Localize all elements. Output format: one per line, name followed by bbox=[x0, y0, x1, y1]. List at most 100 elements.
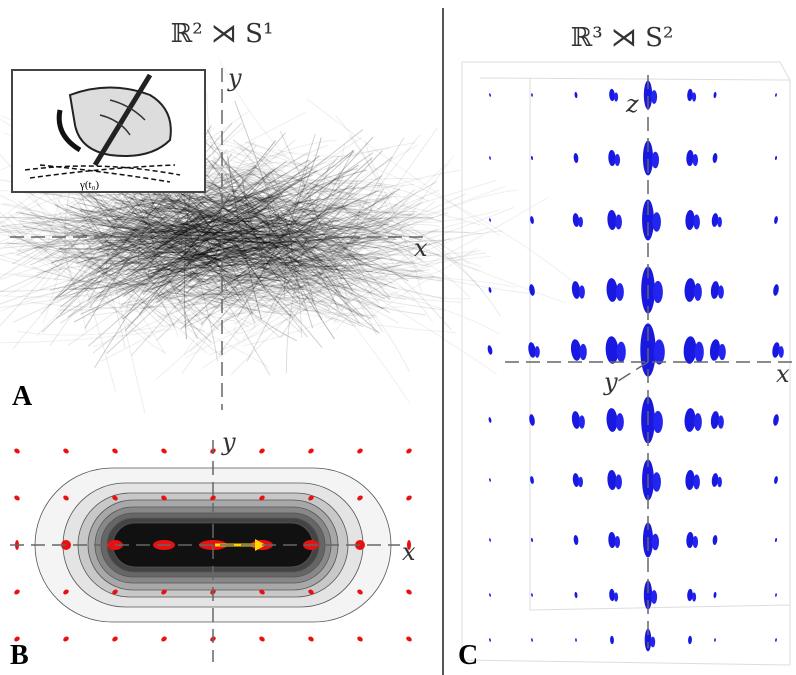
curve bbox=[218, 213, 411, 286]
curve bbox=[58, 247, 317, 268]
curve bbox=[134, 221, 364, 328]
curve bbox=[338, 144, 370, 226]
curve bbox=[166, 246, 324, 274]
curve bbox=[182, 185, 250, 201]
curve bbox=[0, 246, 232, 292]
curve bbox=[180, 276, 286, 291]
curve bbox=[206, 195, 307, 270]
curve bbox=[163, 129, 364, 287]
curve bbox=[177, 207, 267, 255]
curve bbox=[327, 257, 415, 301]
curve bbox=[0, 227, 224, 304]
curve bbox=[246, 175, 345, 362]
curve bbox=[106, 186, 253, 258]
curve bbox=[275, 217, 335, 235]
curve bbox=[94, 153, 233, 368]
curve bbox=[202, 216, 248, 243]
curve bbox=[272, 269, 326, 290]
curve bbox=[144, 186, 323, 349]
curve bbox=[109, 195, 218, 231]
curve bbox=[144, 254, 209, 270]
curve bbox=[131, 201, 267, 356]
curve bbox=[190, 267, 350, 288]
curve bbox=[219, 228, 439, 286]
curve bbox=[333, 269, 365, 324]
curve bbox=[257, 176, 348, 213]
glyph bbox=[14, 636, 20, 642]
curve bbox=[319, 271, 385, 329]
glyph-side bbox=[616, 341, 626, 363]
curve bbox=[252, 252, 399, 324]
curve bbox=[252, 237, 326, 256]
curve bbox=[82, 242, 167, 355]
curve bbox=[128, 195, 213, 252]
glyph bbox=[406, 636, 412, 642]
glyph-side bbox=[652, 472, 661, 492]
curve bbox=[128, 269, 315, 300]
curve bbox=[99, 227, 329, 308]
glyph-side bbox=[653, 339, 665, 365]
curve bbox=[207, 195, 379, 333]
curve bbox=[256, 191, 305, 210]
curve bbox=[0, 216, 239, 252]
curve bbox=[334, 207, 565, 304]
curve bbox=[377, 255, 491, 275]
panel-c bbox=[461, 61, 792, 666]
curve bbox=[208, 257, 395, 356]
curve bbox=[181, 240, 407, 300]
curve bbox=[334, 205, 470, 265]
curve bbox=[235, 244, 290, 291]
curve bbox=[231, 168, 406, 242]
glyph bbox=[489, 593, 491, 597]
curve bbox=[259, 190, 364, 271]
curve bbox=[241, 236, 357, 328]
curve bbox=[0, 228, 94, 260]
curve bbox=[217, 245, 341, 327]
glyph bbox=[357, 636, 363, 642]
curve bbox=[299, 253, 498, 375]
glyph bbox=[685, 210, 695, 230]
curve bbox=[182, 242, 354, 327]
curve bbox=[200, 190, 440, 256]
curve bbox=[23, 221, 92, 256]
curve bbox=[200, 198, 372, 233]
curve bbox=[187, 299, 234, 311]
curve bbox=[141, 247, 252, 282]
glyph bbox=[774, 476, 778, 484]
curve bbox=[71, 209, 314, 237]
curve bbox=[260, 235, 342, 270]
axis-label: y bbox=[227, 64, 242, 92]
curve bbox=[120, 247, 294, 305]
curve bbox=[149, 178, 271, 376]
glyph-side bbox=[717, 415, 724, 429]
glyph bbox=[488, 287, 492, 293]
curve bbox=[163, 196, 363, 262]
curve bbox=[256, 182, 371, 270]
curve bbox=[182, 306, 405, 317]
curve bbox=[251, 261, 416, 269]
curve bbox=[99, 195, 136, 217]
curve bbox=[317, 223, 400, 277]
glyph bbox=[489, 538, 491, 542]
curve bbox=[96, 249, 323, 278]
glyph bbox=[112, 589, 118, 595]
curve bbox=[411, 209, 501, 223]
curve bbox=[139, 203, 359, 316]
curve bbox=[127, 210, 256, 325]
curve bbox=[359, 261, 425, 273]
curve bbox=[206, 150, 355, 286]
curve bbox=[69, 222, 316, 290]
curve bbox=[178, 181, 239, 214]
curve bbox=[0, 240, 131, 281]
curve bbox=[311, 222, 470, 233]
curve bbox=[280, 212, 416, 233]
glyph bbox=[259, 495, 265, 501]
axis-label: y bbox=[603, 368, 618, 396]
curve bbox=[192, 235, 271, 247]
curve bbox=[40, 201, 156, 315]
curve bbox=[191, 261, 368, 306]
curve bbox=[120, 141, 256, 243]
curve bbox=[37, 254, 174, 274]
curve bbox=[348, 135, 422, 293]
panel-title: ℝ² ⋊ S¹ bbox=[171, 19, 274, 49]
